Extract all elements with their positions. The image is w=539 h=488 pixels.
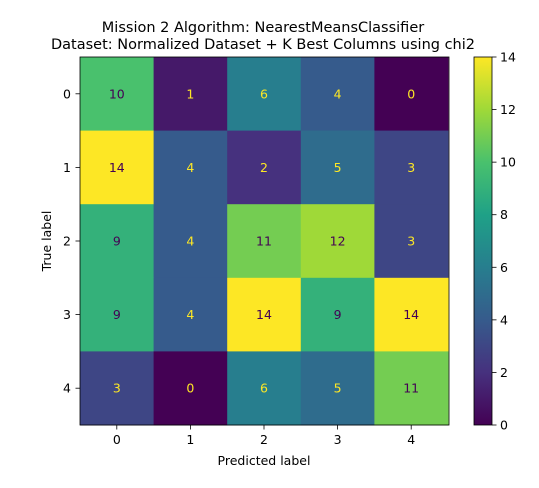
cell-value-r0-c1: 1 bbox=[186, 86, 194, 101]
y-tick-label-2: 2 bbox=[63, 234, 71, 249]
heatmap-cell-r4-c0 bbox=[80, 351, 155, 426]
x-axis-ticks: 0 1 2 3 4 bbox=[113, 425, 415, 447]
cell-value-r0-c3: 4 bbox=[334, 86, 342, 101]
cell-value-r2-c4: 3 bbox=[407, 234, 415, 249]
heatmap-cell-r0-c0 bbox=[80, 57, 155, 132]
y-axis-ticks: 0 1 2 3 4 bbox=[63, 86, 80, 396]
y-tick-label-4: 4 bbox=[63, 381, 71, 396]
heatmap-cell-r2-c4 bbox=[374, 204, 449, 279]
cell-value-r0-c4: 0 bbox=[407, 86, 415, 101]
cell-value-r1-c2: 2 bbox=[260, 160, 268, 175]
heatmap-cell-r0-c1 bbox=[153, 57, 228, 132]
cell-value-r2-c3: 12 bbox=[330, 234, 346, 249]
y-tick-label-3: 3 bbox=[63, 307, 71, 322]
y-tick-label-1: 1 bbox=[63, 160, 71, 175]
heatmap-cell-r4-c1 bbox=[153, 351, 228, 426]
cell-value-r1-c1: 4 bbox=[186, 160, 194, 175]
cell-value-r4-c3: 5 bbox=[334, 381, 342, 396]
heatmap-cell-r0-c3 bbox=[300, 57, 375, 132]
x-tick-label-2: 2 bbox=[260, 432, 268, 447]
colorbar-ticks: 0 2 4 6 8 10 12 14 bbox=[492, 50, 516, 433]
x-tick-label-3: 3 bbox=[334, 432, 342, 447]
x-tick-label-0: 0 bbox=[113, 432, 121, 447]
heatmap-cell-r1-c3 bbox=[300, 130, 375, 205]
cell-value-r4-c1: 0 bbox=[186, 381, 194, 396]
colorbar-tick-label-6: 12 bbox=[500, 102, 516, 117]
y-axis-label: True label bbox=[39, 211, 54, 273]
x-tick-label-1: 1 bbox=[186, 432, 194, 447]
heatmap-cell-r2-c1 bbox=[153, 204, 228, 279]
cell-value-r3-c3: 9 bbox=[334, 307, 342, 322]
heatmap-cells bbox=[80, 57, 449, 426]
heatmap-cell-r3-c3 bbox=[300, 277, 375, 352]
cell-value-r2-c1: 4 bbox=[186, 234, 194, 249]
y-tick-label-0: 0 bbox=[63, 86, 71, 101]
x-tick-label-4: 4 bbox=[407, 432, 415, 447]
cell-value-r0-c2: 6 bbox=[260, 86, 268, 101]
x-axis-label: Predicted label bbox=[218, 453, 311, 468]
heatmap-cell-r4-c3 bbox=[300, 351, 375, 426]
chart-title-line-1: Mission 2 Algorithm: NearestMeansClassif… bbox=[102, 20, 424, 36]
colorbar-tick-label-3: 6 bbox=[500, 260, 508, 275]
heatmap-cell-r0-c4 bbox=[374, 57, 449, 132]
heatmap-cell-labels: 10 1 6 4 0 14 4 2 5 3 9 4 11 12 3 9 4 14 9 14 3 0 6 5 11 bbox=[109, 86, 419, 395]
cell-value-r1-c0: 14 bbox=[109, 160, 125, 175]
heatmap-cell-r2-c2 bbox=[227, 204, 302, 279]
heatmap-cell-r1-c1 bbox=[153, 130, 228, 205]
colorbar-tick-label-7: 14 bbox=[500, 50, 516, 65]
colorbar bbox=[473, 56, 493, 426]
cell-value-r4-c4: 11 bbox=[403, 381, 419, 396]
heatmap-cell-r3-c2 bbox=[227, 277, 302, 352]
heatmap-cell-r1-c2 bbox=[227, 130, 302, 205]
cell-value-r1-c4: 3 bbox=[407, 160, 415, 175]
cell-value-r0-c0: 10 bbox=[109, 86, 125, 101]
heatmap-cell-r2-c3 bbox=[300, 204, 375, 279]
heatmap-cell-r0-c2 bbox=[227, 57, 302, 132]
cell-value-r4-c0: 3 bbox=[113, 381, 121, 396]
cell-value-r4-c2: 6 bbox=[260, 381, 268, 396]
heatmap-cell-r4-c2 bbox=[227, 351, 302, 426]
cell-value-r3-c1: 4 bbox=[186, 307, 194, 322]
cell-value-r2-c2: 11 bbox=[256, 234, 272, 249]
heatmap-cell-r4-c4 bbox=[374, 351, 449, 426]
heatmap-cell-r2-c0 bbox=[80, 204, 155, 279]
heatmap-cell-r1-c4 bbox=[374, 130, 449, 205]
colorbar-tick-label-5: 10 bbox=[500, 155, 516, 170]
cell-value-r3-c0: 9 bbox=[113, 307, 121, 322]
cell-value-r3-c2: 14 bbox=[256, 307, 272, 322]
chart-title-line-2: Dataset: Normalized Dataset + K Best Col… bbox=[51, 37, 475, 53]
heatmap-cell-r3-c1 bbox=[153, 277, 228, 352]
heatmap-cell-r3-c0 bbox=[80, 277, 155, 352]
colorbar-tick-label-2: 4 bbox=[500, 312, 508, 327]
cell-value-r3-c4: 14 bbox=[403, 307, 419, 322]
cell-value-r2-c0: 9 bbox=[113, 234, 121, 249]
heatmap-cell-r1-c0 bbox=[80, 130, 155, 205]
colorbar-tick-label-1: 2 bbox=[500, 365, 508, 380]
colorbar-tick-label-0: 0 bbox=[500, 418, 508, 433]
heatmap-cell-r3-c4 bbox=[374, 277, 449, 352]
colorbar-tick-label-4: 8 bbox=[500, 207, 508, 222]
cell-value-r1-c3: 5 bbox=[334, 160, 342, 175]
